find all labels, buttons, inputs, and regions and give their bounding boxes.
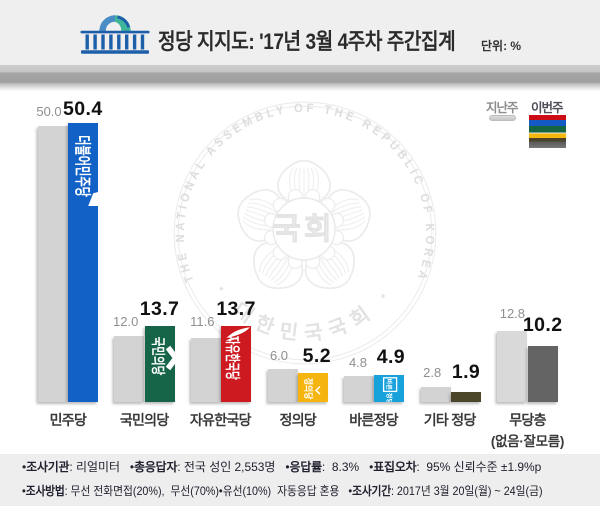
svg-text:국회: 국회 [273, 213, 335, 246]
svg-text:정의당: 정의당 [303, 378, 315, 399]
svg-text:바른: 바른 [386, 378, 394, 390]
svg-text:국민의당: 국민의당 [149, 337, 166, 376]
svg-text:정당: 정당 [386, 393, 394, 402]
svg-text:더불어민주당: 더불어민주당 [73, 135, 92, 197]
svg-text:자유한국당: 자유한국당 [224, 336, 242, 380]
